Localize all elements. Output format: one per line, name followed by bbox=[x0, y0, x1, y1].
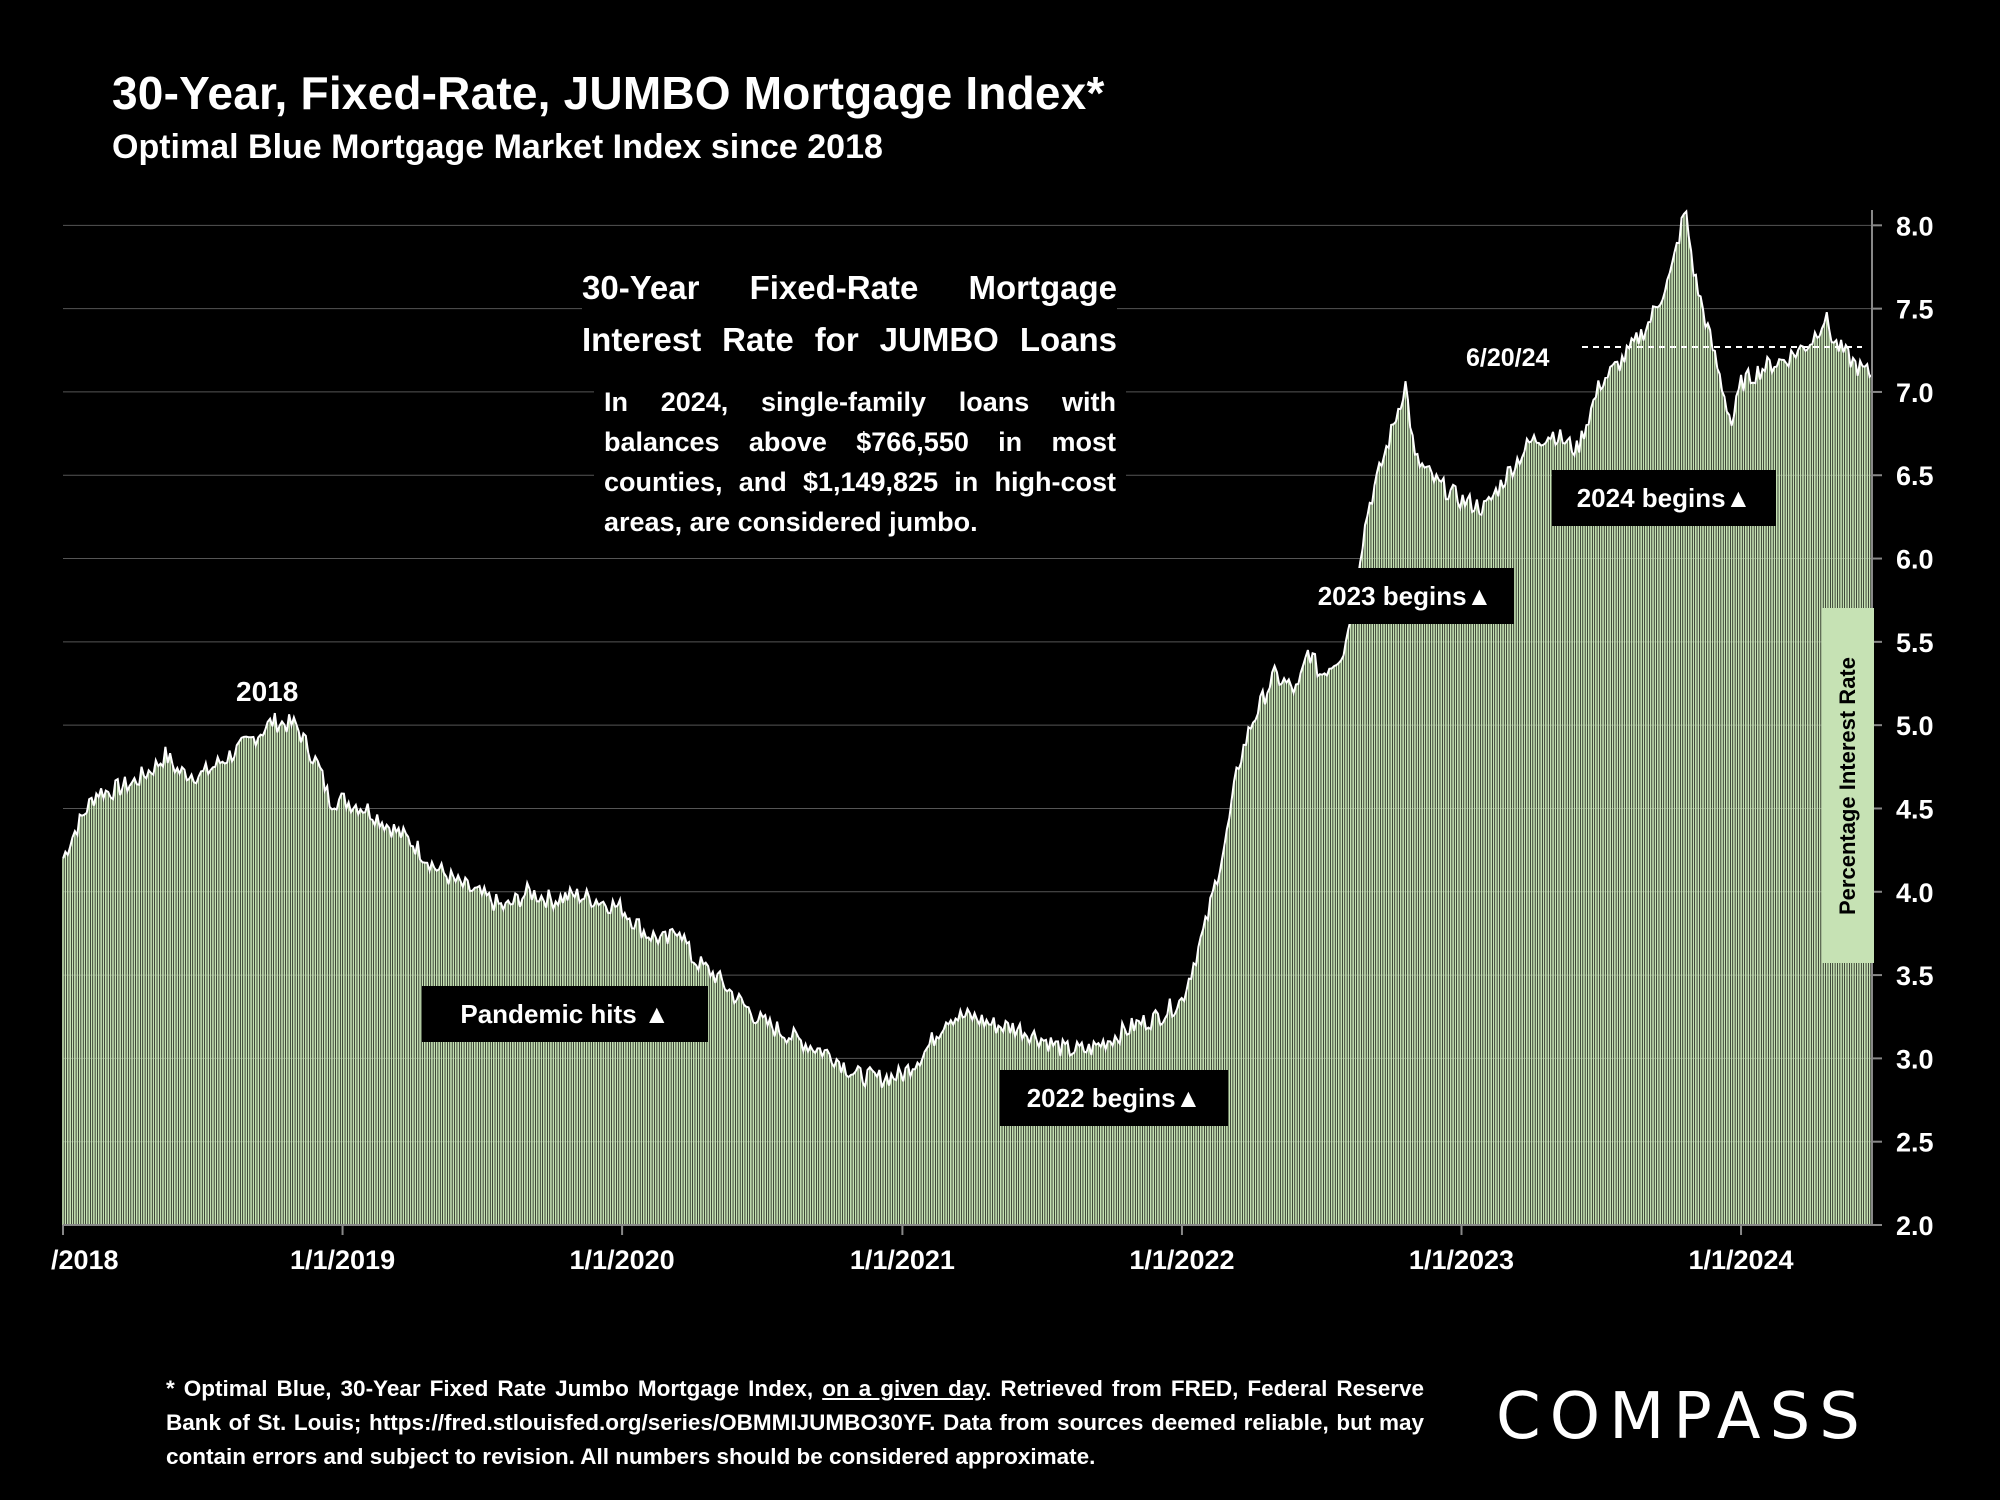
y-tick-label: 5.5 bbox=[1896, 628, 1934, 658]
page-title: 30-Year, Fixed-Rate, JUMBO Mortgage Inde… bbox=[112, 67, 1105, 119]
annotation-2022-begins: 2022 begins▲ bbox=[1000, 1070, 1228, 1126]
y-tick-label: 7.5 bbox=[1896, 295, 1934, 325]
y-tick-label: 4.5 bbox=[1896, 794, 1934, 824]
y-tick-label: 2.0 bbox=[1896, 1211, 1934, 1241]
annotation-pandemic-text: Pandemic hits ▲ bbox=[460, 998, 670, 1029]
y-tick-label: 4.0 bbox=[1896, 878, 1934, 908]
rate-line bbox=[62, 209, 1873, 1090]
callout-title: 30-Year Fixed-Rate Mortgage Interest Rat… bbox=[582, 262, 1117, 366]
y-axis-label: Percentage Interest Rate bbox=[1822, 608, 1874, 963]
page-subtitle: Optimal Blue Mortgage Market Index since… bbox=[112, 128, 883, 166]
x-tick-label: 1/1/2019 bbox=[290, 1245, 395, 1275]
footnote: * Optimal Blue, 30-Year Fixed Rate Jumbo… bbox=[166, 1372, 1424, 1474]
y-tick-label: 5.0 bbox=[1896, 711, 1934, 741]
annotation-2023-begins: 2023 begins▲ bbox=[1296, 568, 1514, 624]
footnote-part2: . Retrieved from FRED, Federal Reserve B… bbox=[166, 1376, 1425, 1469]
y-tick-label: 8.0 bbox=[1896, 211, 1934, 241]
axes: 2.0 2.5 3.0 3.5 4.0 4.5 5.0 5.5 6.0 6.5 7.0 7.5 8.0 /… bbox=[51, 210, 1934, 1275]
y-tick-label: 7.0 bbox=[1896, 378, 1934, 408]
annotation-pandemic: Pandemic hits ▲ bbox=[422, 986, 708, 1042]
y-tick-label: 6.0 bbox=[1896, 545, 1934, 575]
compass-logo: COMPASS bbox=[1496, 1380, 1869, 1454]
x-tick-label: 1/1/2023 bbox=[1409, 1245, 1514, 1275]
x-tick-label: 1/1/2024 bbox=[1688, 1245, 1793, 1275]
annotation-latest-date: 6/20/24 bbox=[1466, 344, 1550, 372]
x-tick-label: 1/1/2020 bbox=[570, 1245, 675, 1275]
callout-body: In 2024, single-family loans with balanc… bbox=[594, 382, 1126, 542]
annotation-2023-text: 2023 begins▲ bbox=[1317, 580, 1493, 611]
y-axis-label-text: Percentage Interest Rate bbox=[1835, 656, 1860, 915]
y-tick-label: 3.0 bbox=[1896, 1044, 1934, 1074]
annotation-2024-begins: 2024 begins▲ bbox=[1552, 470, 1776, 526]
annotation-2022-text: 2022 begins▲ bbox=[1026, 1082, 1202, 1113]
footnote-underlined: on a given day bbox=[822, 1376, 986, 1401]
footnote-part1: * Optimal Blue, 30-Year Fixed Rate Jumbo… bbox=[166, 1376, 823, 1401]
x-tick-label: 1/1/2021 bbox=[850, 1245, 955, 1275]
y-tick-label: 6.5 bbox=[1896, 461, 1934, 491]
annotation-2018: 2018 bbox=[236, 676, 299, 707]
y-tick-label: 2.5 bbox=[1896, 1128, 1934, 1158]
y-tick-label: 3.5 bbox=[1896, 961, 1934, 991]
x-tick-label: /2018 bbox=[51, 1245, 119, 1275]
rate-line-layer bbox=[62, 209, 1873, 1090]
annotation-2024-text: 2024 begins▲ bbox=[1576, 482, 1752, 513]
x-tick-label: 1/1/2022 bbox=[1129, 1245, 1234, 1275]
